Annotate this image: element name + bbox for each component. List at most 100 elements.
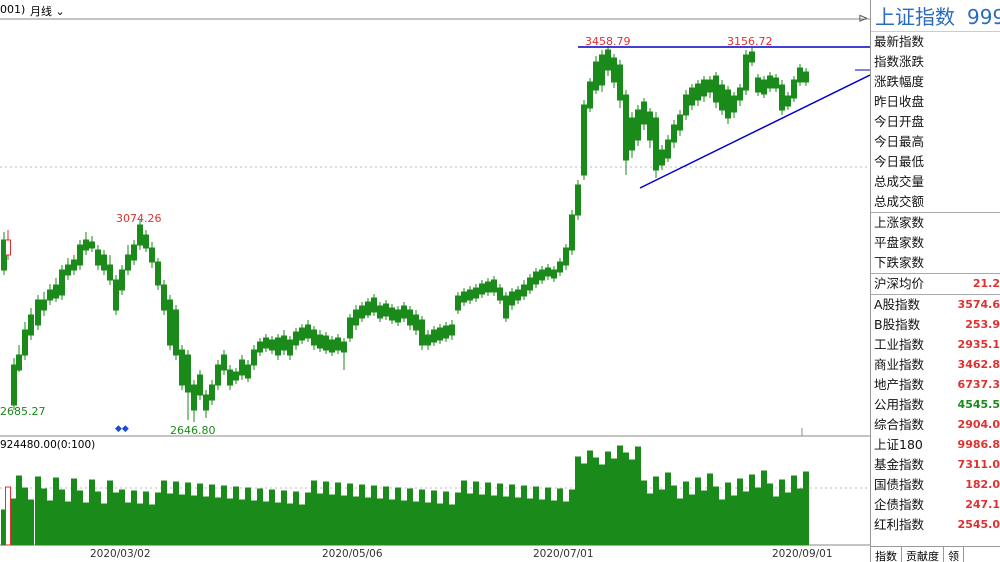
volume-bar — [701, 490, 707, 546]
sector-index-row[interactable]: 商业指数 3462.8 — [871, 355, 1000, 375]
sector-index-row[interactable]: 公用指数 4545.5 — [871, 395, 1000, 415]
sector-index-row[interactable]: 地产指数 6737.3 — [871, 375, 1000, 395]
panel-tab[interactable]: 领 — [944, 547, 964, 562]
volume-bar — [221, 485, 227, 546]
candle-body — [605, 49, 611, 71]
x-axis-label: 2020/05/06 — [322, 548, 383, 560]
candle-body — [227, 369, 233, 386]
volume-bar — [233, 486, 239, 546]
candle-body — [425, 334, 431, 346]
volume-bar — [749, 474, 755, 546]
quote-row[interactable]: 总成交额 — [871, 192, 1000, 212]
sector-index-row[interactable]: 上证180 9986.8 — [871, 435, 1000, 455]
candle-body — [461, 291, 467, 303]
quote-row[interactable]: 今日开盘 — [871, 112, 1000, 132]
panel-tab[interactable]: 贡献度 — [902, 547, 944, 562]
volume-bar — [623, 452, 629, 546]
kline-chart[interactable]: 3458.79 3156.72 3074.26 2646.80 2685.27 92448… — [0, 0, 870, 562]
volume-bar — [437, 503, 443, 546]
candle-body — [587, 81, 593, 109]
volume-bar — [461, 480, 467, 546]
candle-body — [653, 117, 659, 171]
quote-panel: 上证指数 999 最新指数指数涨跌涨跌幅度昨日收盘今日开盘今日最高今日最低总成交量… — [870, 0, 1000, 562]
candle-body — [143, 234, 149, 249]
sector-index-row-value: 4545.5 — [957, 398, 1000, 411]
volume-bar — [209, 484, 215, 546]
volume-bar — [779, 479, 785, 546]
quote-row[interactable]: 涨跌幅度 — [871, 72, 1000, 92]
sector-index-row[interactable]: A股指数 3574.6 — [871, 295, 1000, 315]
volume-bar — [143, 491, 149, 546]
volume-bar — [227, 498, 233, 546]
volume-bar — [569, 489, 575, 546]
sector-index-row-label: 红利指数 — [874, 517, 925, 532]
candle-body — [641, 101, 647, 125]
index-code-fragment: 001) — [0, 3, 26, 16]
sector-index-row[interactable]: 综合指数 2904.0 — [871, 415, 1000, 435]
candle-body — [53, 284, 59, 299]
panel-tab[interactable]: 指数 — [871, 547, 902, 562]
period-selector[interactable]: 月线 ⌄ — [30, 3, 65, 19]
candle-body — [77, 244, 83, 266]
volume-bar — [365, 497, 371, 546]
volume-bar — [329, 494, 335, 546]
volume-bar — [149, 504, 155, 546]
quote-row[interactable]: 昨日收盘 — [871, 92, 1000, 112]
sector-index-row[interactable]: 基金指数 7311.0 — [871, 455, 1000, 475]
volume-bar — [5, 486, 11, 546]
volume-bar — [245, 487, 251, 546]
candle-body — [485, 281, 491, 293]
candle-body — [341, 341, 347, 353]
breadth-row[interactable]: 平盘家数 — [871, 233, 1000, 253]
volume-bar — [11, 498, 17, 546]
volume-bar — [65, 501, 71, 546]
quote-row[interactable]: 指数涨跌 — [871, 52, 1000, 72]
volume-bar — [173, 481, 179, 546]
volume-bar — [311, 480, 317, 546]
quote-row-label: 涨跌幅度 — [874, 74, 925, 89]
candle-body — [455, 295, 461, 311]
kline-chart-area[interactable]: 3458.79 3156.72 3074.26 2646.80 2685.27 92448… — [0, 0, 870, 562]
breadth-row[interactable]: 上涨家数 — [871, 213, 1000, 233]
volume-bar — [761, 470, 767, 546]
candle-body — [101, 254, 107, 271]
sector-index-row-value: 6737.3 — [957, 378, 1000, 391]
candle-body — [509, 291, 515, 306]
quote-row-label: 总成交额 — [874, 194, 925, 209]
volume-bar — [22, 487, 28, 546]
candle-body — [377, 305, 383, 319]
quote-row[interactable]: 今日最低 — [871, 152, 1000, 172]
quote-row[interactable]: 今日最高 — [871, 132, 1000, 152]
volume-bar — [251, 500, 257, 546]
sector-index-row[interactable]: 红利指数 2545.0 — [871, 515, 1000, 535]
quote-row[interactable]: 最新指数 — [871, 32, 1000, 52]
sector-index-row[interactable]: 企债指数 247.1 — [871, 495, 1000, 515]
candle-body — [317, 334, 323, 349]
volume-bar — [335, 482, 341, 546]
candle-body — [785, 95, 791, 107]
volume-bar — [359, 484, 365, 546]
volume-bar — [431, 490, 437, 546]
candle-body — [89, 241, 95, 249]
volume-bar — [137, 503, 143, 546]
sector-index-row[interactable]: 工业指数 2935.1 — [871, 335, 1000, 355]
breadth-row[interactable]: 下跌家数 — [871, 253, 1000, 273]
candle-body — [263, 337, 269, 349]
candle-body — [41, 299, 47, 311]
volume-bar — [167, 493, 173, 546]
volume-bar — [59, 489, 65, 546]
volume-bar — [155, 492, 161, 546]
chevron-down-icon: ⌄ — [52, 5, 65, 18]
volume-bar — [257, 488, 263, 546]
volume-bar — [587, 450, 593, 546]
candle-body — [617, 64, 623, 101]
quote-row[interactable]: 总成交量 — [871, 172, 1000, 192]
candle-body — [449, 324, 455, 336]
candle-body — [521, 284, 527, 297]
quote-row-label: 今日最高 — [874, 134, 925, 149]
sector-index-row-label: 企债指数 — [874, 497, 925, 512]
sector-index-row[interactable]: B股指数 253.9 — [871, 315, 1000, 335]
candle-body — [209, 384, 215, 401]
sector-index-row[interactable]: 国债指数 182.0 — [871, 475, 1000, 495]
x-axis-label: 2020/09/01 — [772, 548, 833, 560]
